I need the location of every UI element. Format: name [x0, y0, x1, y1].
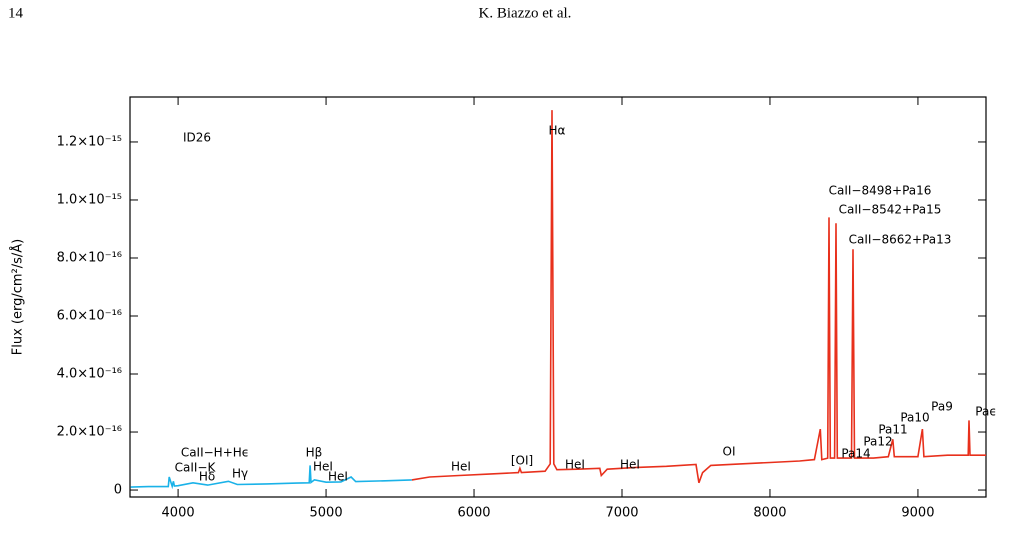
line-annotation: CaII−K	[175, 461, 217, 475]
line-annotation: Hα	[549, 124, 566, 138]
line-annotation: OI	[723, 445, 736, 459]
line-annotation: Pa9	[931, 400, 953, 414]
spectrum-line	[411, 110, 986, 484]
line-annotation: CaII−8542+Pa15	[839, 203, 942, 217]
x-tick-label: 4000	[162, 506, 195, 521]
spectrum-line	[130, 465, 412, 490]
line-annotation: HeI	[565, 458, 585, 472]
y-tick-label: 8.0×10⁻¹⁶	[57, 250, 122, 265]
line-annotation: HeI	[328, 470, 348, 484]
running-head: K. Biazzo et al.	[479, 5, 572, 21]
line-annotation: [OI]	[511, 454, 533, 468]
y-tick-label: 1.2×10⁻¹⁵	[57, 134, 122, 149]
line-annotation: CaII−8498+Pa16	[829, 184, 932, 198]
x-tick-label: 6000	[457, 506, 490, 521]
y-axis-label: Flux (erg/cm²/s/Å)	[10, 239, 26, 356]
y-tick-label: 0	[114, 483, 122, 498]
line-annotation: Pa10	[900, 411, 929, 425]
line-annotation: Hδ	[199, 470, 215, 484]
line-annotation: CaII−H+Hϵ	[181, 446, 249, 460]
line-annotation: Hβ	[306, 446, 323, 460]
line-annotation: Pa12	[863, 435, 892, 449]
line-annotation: Pa14	[841, 447, 870, 461]
plot-frame	[129, 96, 987, 498]
x-tick-label: 7000	[605, 506, 638, 521]
page-number: 14	[8, 5, 24, 21]
y-tick-label: 1.0×10⁻¹⁵	[57, 192, 122, 207]
line-annotation: Paϵ	[975, 405, 996, 419]
line-annotation: Hγ	[232, 467, 248, 481]
y-tick-label: 6.0×10⁻¹⁶	[57, 308, 122, 323]
line-annotation: HeI	[313, 460, 333, 474]
x-tick-label: 8000	[753, 506, 786, 521]
line-annotation: ID26	[183, 131, 211, 145]
line-annotation: HeI	[451, 460, 471, 474]
line-annotation: Pa11	[878, 423, 907, 437]
line-annotation: HeI	[620, 458, 640, 472]
y-tick-label: 2.0×10⁻¹⁶	[57, 425, 122, 440]
x-tick-label: 9000	[901, 506, 934, 521]
y-tick-label: 4.0×10⁻¹⁶	[57, 367, 122, 382]
line-annotation: CaII−8662+Pa13	[849, 233, 952, 247]
x-tick-label: 5000	[310, 506, 343, 521]
